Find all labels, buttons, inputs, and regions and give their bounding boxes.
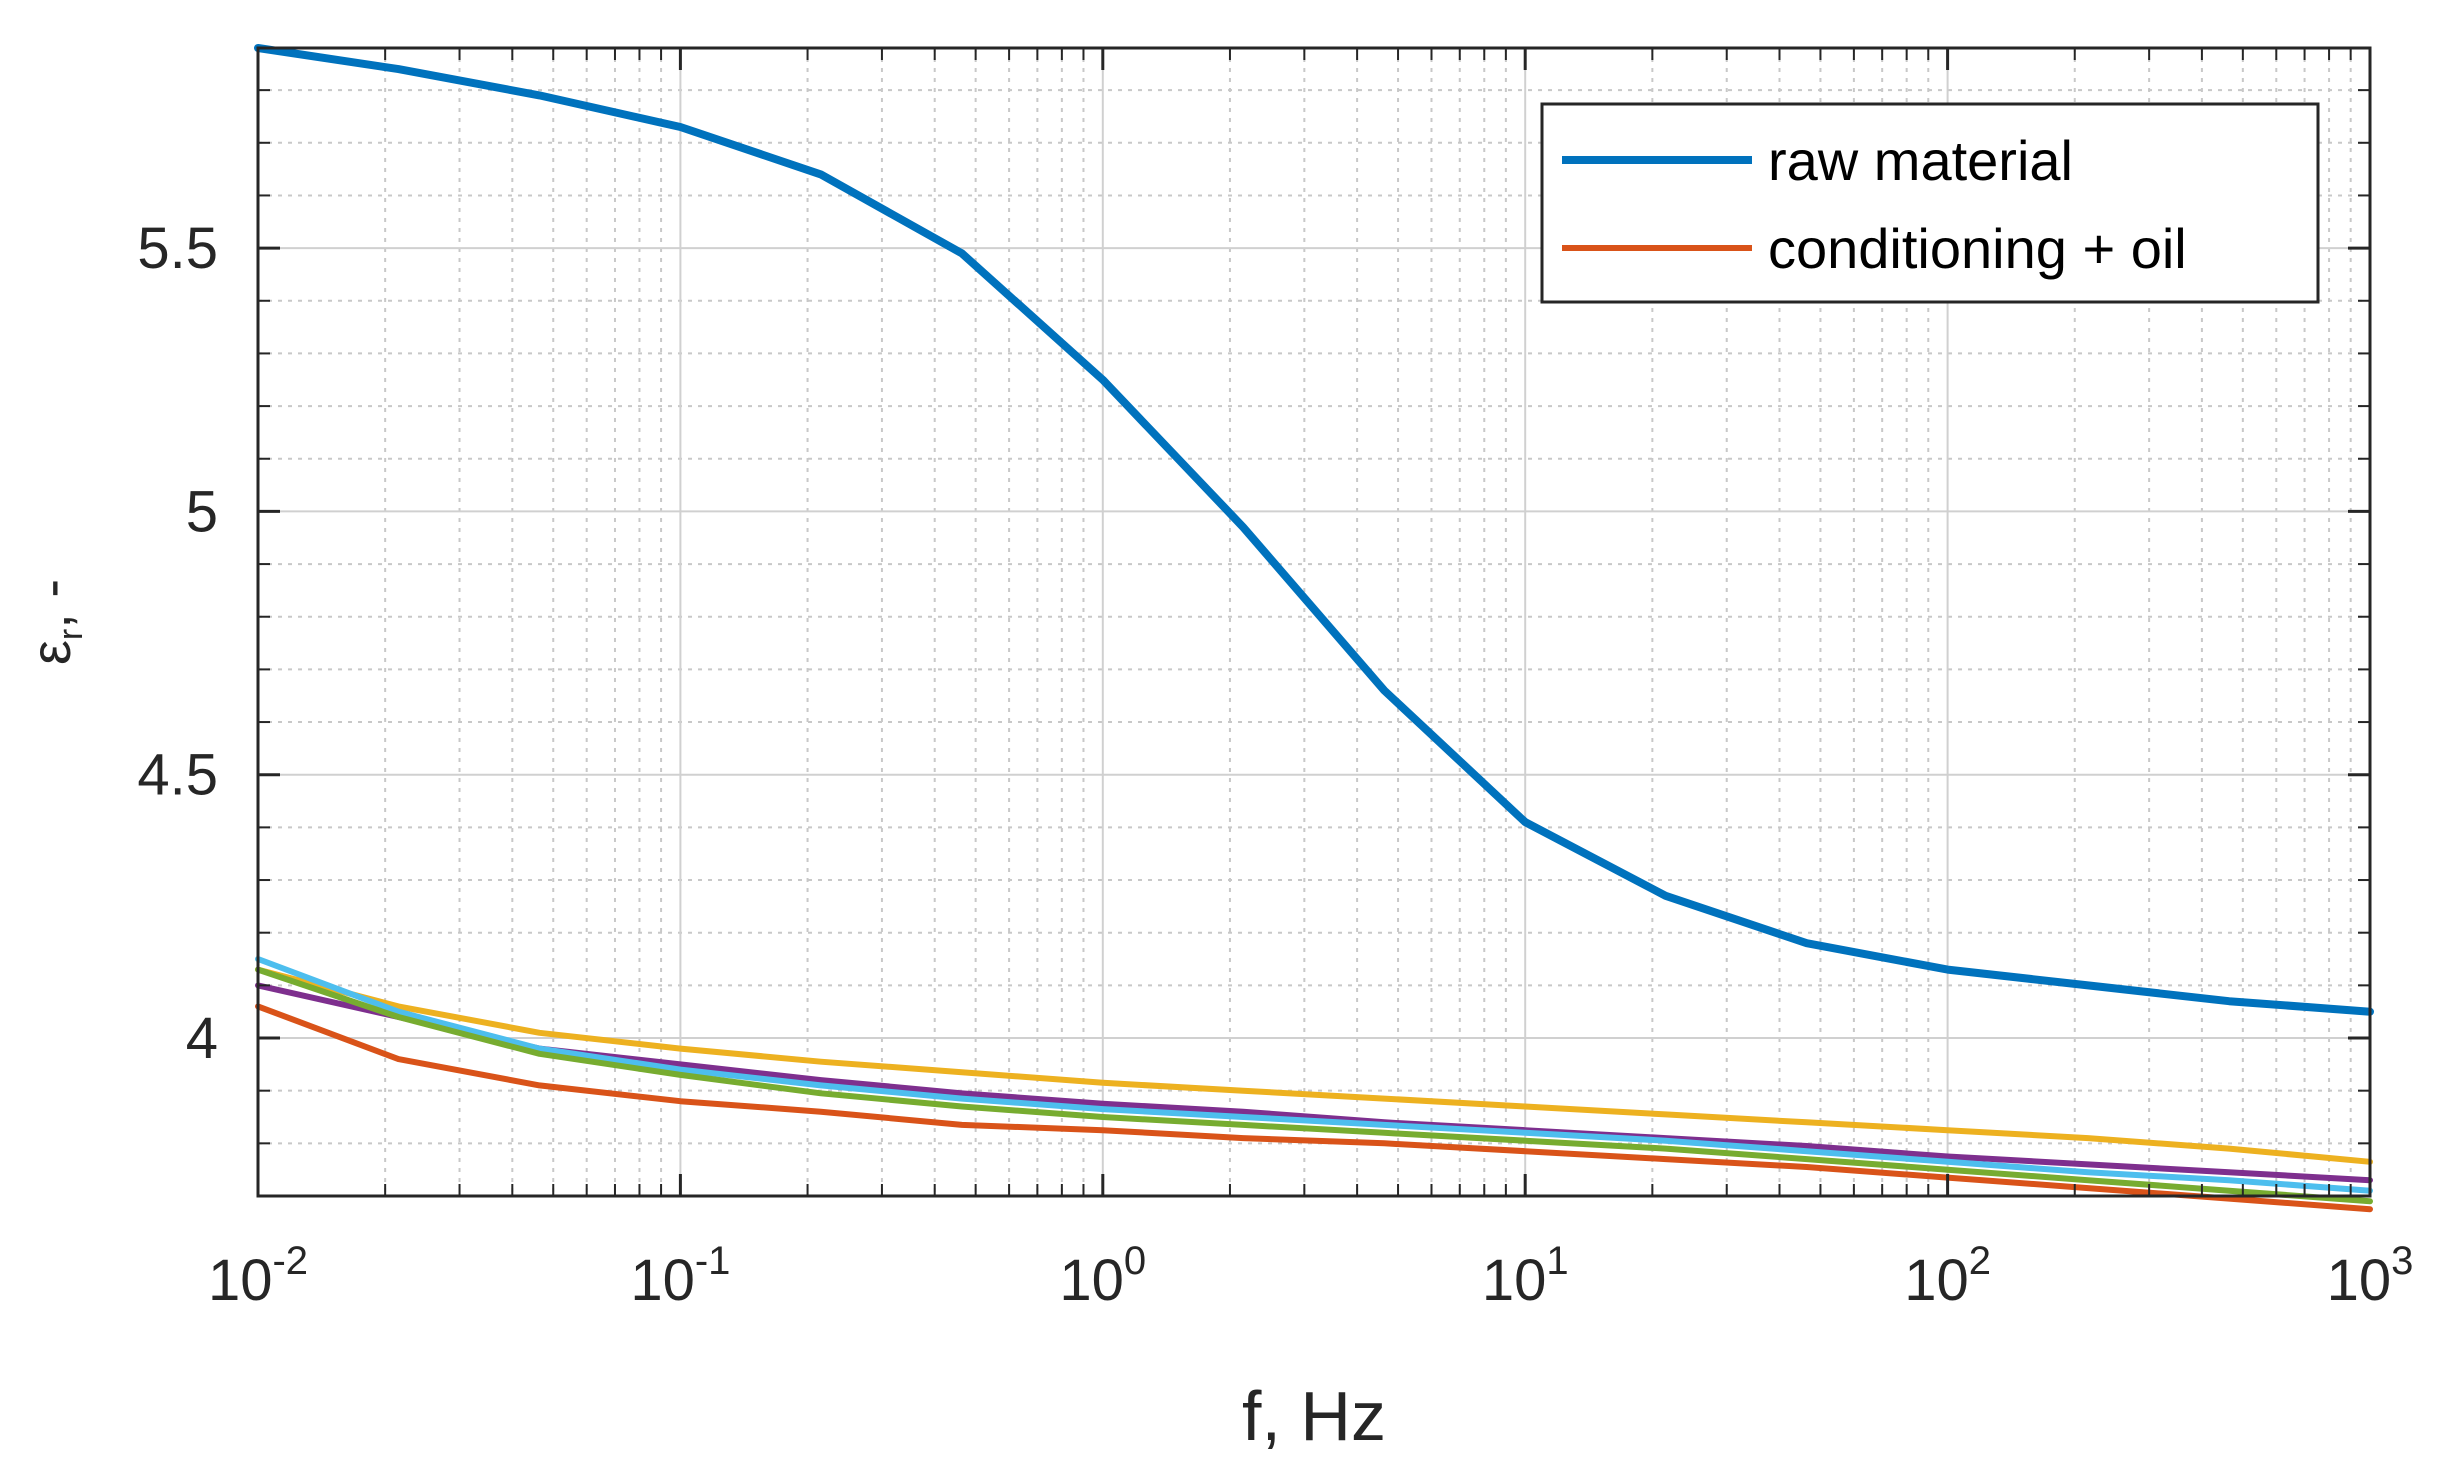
y-axis-subscript: r [52,629,90,640]
axis-ticks [256,48,2372,1196]
x-tick-base: 10 [630,1248,695,1313]
x-tick-exponent: 1 [1546,1239,1568,1283]
x-tick-base: 10 [1904,1248,1969,1313]
x-tick-label: 10-1 [630,1239,730,1313]
x-tick-base: 10 [208,1248,273,1313]
y-tick-label: 5.5 [137,216,218,281]
y-axis-symbol: ε [19,640,82,665]
legend-box [1540,102,2320,304]
series-line-series-green [255,966,2373,1205]
legend-label-conditioning-oil: conditioning + oil [1768,217,2187,280]
series-line-series-yellow [255,966,2373,1165]
x-tick-exponent: -2 [272,1239,308,1283]
x-tick-base: 10 [2327,1248,2392,1313]
legend: raw material conditioning + oil [1540,102,2320,304]
y-axis-suffix: , - [19,579,82,629]
x-axis-title: f, Hz [1242,1377,1386,1455]
x-tick-base: 10 [1059,1248,1124,1313]
series-line-conditioning-oil [255,1003,2373,1213]
x-tick-exponent: -1 [695,1239,731,1283]
x-tick-label: 101 [1482,1239,1569,1313]
x-tick-labels: 10-2 10-1 100 101 102 103 [208,1239,2413,1313]
y-tick-label: 4 [186,1006,218,1071]
x-tick-exponent: 0 [1124,1239,1146,1283]
x-tick-label: 102 [1904,1239,1991,1313]
plot-frame [256,46,2372,1198]
x-tick-base: 10 [1482,1248,1547,1313]
x-tick-label: 10-2 [208,1239,308,1313]
x-tick-exponent: 2 [1969,1239,1991,1283]
x-tick-exponent: 3 [2391,1239,2413,1283]
series-line-series-cyan [255,956,2373,1194]
series-layer [254,44,2374,1213]
y-tick-label: 4.5 [137,743,218,808]
y-tick-labels: 4 4.5 5 5.5 [137,216,218,1071]
y-tick-label: 5 [186,479,218,544]
y-axis-title: εr, - [19,579,90,665]
x-tick-label: 100 [1059,1239,1146,1313]
series-line-raw-material [254,44,2374,1016]
legend-label-raw-material: raw material [1768,129,2073,192]
x-tick-label: 103 [2327,1239,2414,1313]
